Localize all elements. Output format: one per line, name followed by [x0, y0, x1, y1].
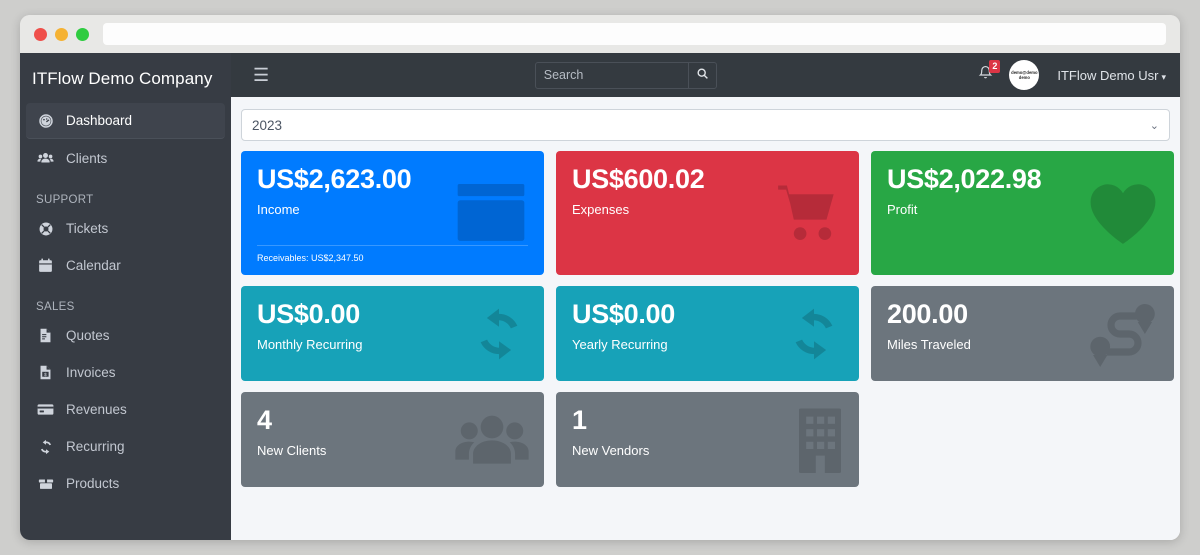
sync-icon [36, 437, 55, 456]
profit-card[interactable]: US$2,022.98 Profit [871, 151, 1174, 275]
sidebar-item-invoices[interactable]: $ Invoices [26, 355, 225, 390]
card-footer: Receivables: US$2,347.50 [257, 245, 528, 263]
application-viewport: ITFlow Demo Company Dashboard [20, 53, 1180, 540]
minimize-window-button[interactable] [55, 27, 68, 41]
url-bar[interactable] [103, 23, 1166, 45]
sidebar-item-label: Invoices [66, 365, 116, 380]
card-value: 200.00 [887, 299, 968, 329]
sidebar-item-products[interactable]: Products [26, 466, 225, 501]
file-invoice-icon: $ [36, 363, 55, 382]
new-clients-card[interactable]: 4 New Clients [241, 392, 544, 487]
card-label: Income [257, 202, 300, 218]
avatar-line-1: demo@demo [1011, 69, 1038, 75]
avatar-line-2: demo [1018, 75, 1030, 80]
card-label: Monthly Recurring [257, 337, 363, 353]
sidebar-item-label: Tickets [66, 221, 109, 236]
dashboard-content: 2023 ⌄ US$2,623.00 Income Receivables: U… [231, 97, 1180, 540]
users-icon [36, 149, 55, 168]
chevron-down-icon: ⌄ [1149, 119, 1159, 132]
sidebar-item-quotes[interactable]: Quotes [26, 318, 225, 353]
sidebar: ITFlow Demo Company Dashboard [20, 53, 231, 540]
user-menu-button[interactable]: ITFlow Demo Usr ▾ [1057, 68, 1166, 83]
avatar[interactable]: demo@demo demo [1009, 60, 1040, 90]
card-value: US$2,022.98 [887, 164, 1042, 194]
new-vendors-card[interactable]: 1 New Vendors [556, 392, 859, 487]
card-label: New Clients [257, 443, 327, 459]
sidebar-item-label: Products [66, 476, 120, 491]
card-row-1: US$2,623.00 Income Receivables: US$2,347… [241, 151, 1174, 275]
route-icon [1086, 301, 1160, 367]
bell-icon [978, 65, 993, 85]
card-row-3-spacer [871, 392, 1174, 487]
user-name-label: ITFlow Demo Usr [1057, 67, 1159, 83]
sidebar-item-label: Revenues [66, 402, 127, 417]
sidebar-section-sales: SALES [36, 301, 75, 313]
miles-traveled-card[interactable]: 200.00 Miles Traveled [871, 286, 1174, 381]
search-input[interactable] [535, 62, 688, 88]
card-label: New Vendors [572, 443, 650, 459]
sidebar-item-revenues[interactable]: Revenues [26, 392, 225, 427]
menu-toggle-icon[interactable]: ☰ [253, 65, 270, 85]
sidebar-nav: Dashboard Clients [20, 103, 231, 501]
card-value: 1 [572, 405, 587, 435]
notifications-button[interactable]: 2 [978, 60, 1001, 85]
card-value: US$0.00 [257, 299, 360, 329]
card-label: Miles Traveled [887, 337, 971, 353]
sidebar-item-label: Quotes [66, 328, 110, 343]
expenses-card[interactable]: US$600.02 Expenses [556, 151, 859, 275]
main-column: ☰ [231, 53, 1180, 540]
sync-icon [783, 303, 845, 365]
topbar: ☰ [231, 53, 1180, 97]
sync-icon [468, 303, 530, 365]
building-icon [795, 407, 845, 473]
svg-text:$: $ [44, 372, 47, 378]
sidebar-item-calendar[interactable]: Calendar [26, 248, 225, 283]
sidebar-item-dashboard[interactable]: Dashboard [26, 103, 225, 139]
yearly-recurring-card[interactable]: US$0.00 Yearly Recurring [556, 286, 859, 381]
sidebar-item-tickets[interactable]: Tickets [26, 211, 225, 246]
card-value: US$600.02 [572, 164, 705, 194]
sidebar-item-label: Calendar [66, 258, 121, 273]
browser-window: ITFlow Demo Company Dashboard [20, 15, 1180, 540]
sidebar-item-clients[interactable]: Clients [26, 141, 225, 176]
chevron-down-icon: ▾ [1161, 71, 1167, 82]
sidebar-item-recurring[interactable]: Recurring [26, 429, 225, 464]
users-icon [454, 410, 530, 470]
sidebar-item-label: Dashboard [66, 113, 133, 128]
card-value: US$0.00 [572, 299, 675, 329]
year-filter-value: 2023 [252, 117, 283, 133]
card-row-2: US$0.00 Monthly Recurring US$0.00 Yearly… [241, 286, 1174, 381]
sidebar-item-label: Clients [66, 151, 108, 166]
sidebar-item-label: Recurring [66, 439, 125, 454]
search-box [534, 61, 717, 89]
brand-title: ITFlow Demo Company [32, 69, 213, 88]
calendar-icon [36, 256, 55, 275]
monthly-recurring-card[interactable]: US$0.00 Monthly Recurring [241, 286, 544, 381]
heart-icon [1086, 179, 1160, 247]
search-submit-button[interactable] [687, 62, 716, 88]
card-label: Expenses [572, 202, 630, 218]
traffic-lights [34, 27, 89, 41]
invoice-card-icon [452, 184, 530, 242]
box-icon [36, 474, 55, 493]
lifering-icon [36, 219, 55, 238]
card-row-3: 4 New Clients [241, 392, 1170, 487]
card-label: Profit [887, 202, 918, 218]
shopping-cart-icon [769, 180, 845, 246]
gauge-icon [36, 111, 55, 130]
search-icon [696, 67, 709, 83]
income-card[interactable]: US$2,623.00 Income Receivables: US$2,347… [241, 151, 544, 275]
maximize-window-button[interactable] [76, 27, 89, 41]
card-label: Yearly Recurring [572, 337, 668, 353]
file-quote-icon [36, 326, 55, 345]
year-filter-select[interactable]: 2023 ⌄ [241, 109, 1170, 141]
close-window-button[interactable] [34, 27, 47, 41]
card-value: US$2,623.00 [257, 164, 412, 194]
card-value: 4 [257, 405, 272, 435]
notification-badge: 2 [989, 60, 1001, 73]
credit-card-icon [36, 400, 55, 419]
sidebar-section-support: SUPPORT [36, 194, 94, 206]
browser-chrome [20, 15, 1180, 53]
